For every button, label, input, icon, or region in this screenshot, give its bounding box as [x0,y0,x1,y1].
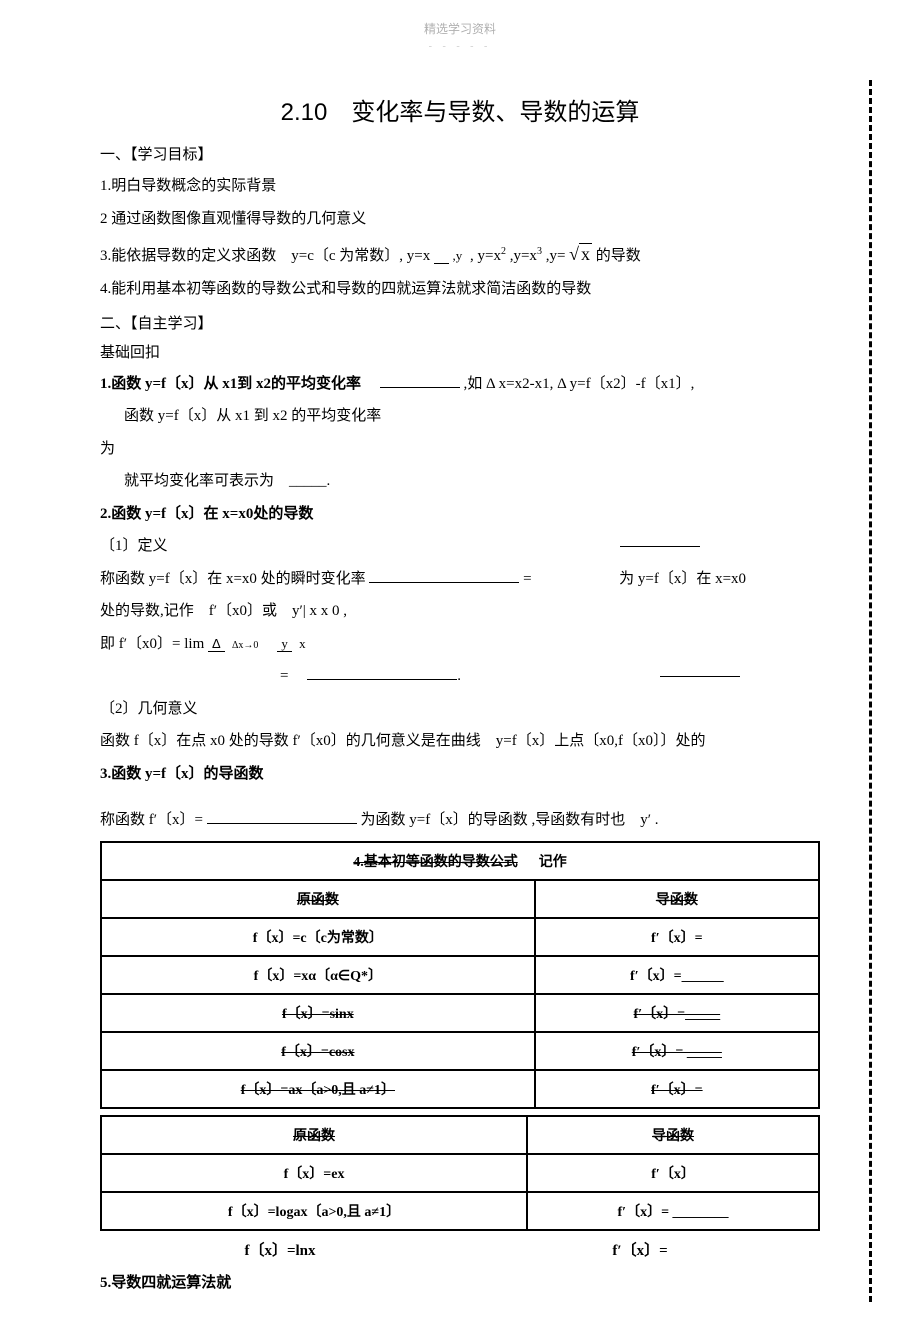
t2-r1c1: f〔x〕=ex [101,1154,527,1192]
t1-r2c1: f〔x〕=xα〔α∈Q*〕 [101,956,535,994]
blank-def-right [620,532,700,547]
t1-r3c1: f〔x〕=sinx [101,994,535,1032]
p2-h: = [280,668,303,684]
t1-r5c1: f〔x〕=ax〔a>0,且 a≠1〕 [101,1070,535,1108]
t2-r1c2: f′〔x〕 [527,1154,819,1192]
p3-note: 记作 [539,855,567,870]
p3-head: 3.函数 y=f〔x〕的导函数 [100,760,820,789]
t1-r5c2: f′〔x〕= [535,1070,819,1108]
p5-head: 5.导数四就运算法就 [100,1269,820,1298]
goal-3-e: 的导数 [596,248,641,264]
p2-a: 称函数 y=f〔x〕在 x=x0 处的瞬时变化率 [100,571,366,587]
th-deriv: 导函数 [535,880,819,918]
p2-b: = [523,571,531,587]
t2-r2c2: f′〔x〕= ________ [527,1192,819,1230]
table-note-row: 4.基本初等函数的导数公式 记作 [101,842,819,880]
t1-r4c2: f′〔x〕= _____ [535,1032,819,1070]
p4-head: 4.基本初等函数的导数公式 [353,855,518,870]
p2-d: 处的导数,记作 f′〔x0〕或 y′| x x 0 , [100,597,820,626]
table-row: f〔x〕=sinx f′〔x〕=_____ [101,994,819,1032]
derivative-table-2: 原函数 导函数 f〔x〕=ex f′〔x〕 f〔x〕=logax〔a>0,且 a… [100,1115,820,1231]
p2-geo: 〔2〕几何意义 [100,695,820,724]
p1-c: 函数 y=f〔x〕从 x1 到 x2 的平均变化率 [100,402,820,431]
sqrt-icon: √x [569,237,592,271]
derivative-table-1: 4.基本初等函数的导数公式 记作 原函数 导函数 f〔x〕=c〔c为常数〕 f′… [100,841,820,1109]
goal-3: 3.能依据导数的定义求函数 y=c〔c 为常数〕, y=x ,y , y=x2 … [100,237,820,271]
p2-h-line: = . [100,662,820,691]
t2-r3c1: f〔x〕=lnx [100,1237,460,1266]
p2-head: 2.函数 y=f〔x〕在 x=x0处的导数 [100,500,820,529]
t1-r3c2: f′〔x〕=_____ [535,994,819,1032]
p1-e: 就平均变化率可表示为 _____. [100,467,820,496]
table-row: f〔x〕=xα〔α∈Q*〕 f′〔x〕=______ [101,956,819,994]
th-original: 原函数 [101,880,535,918]
watermark-sub: - - - - - [100,41,820,52]
table-header-row: 原函数 导函数 [101,880,819,918]
t2-r3c2: f′〔x〕= [460,1237,820,1266]
p2-line-a: 称函数 y=f〔x〕在 x=x0 处的瞬时变化率 = 为 y=f〔x〕在 x=x… [100,565,820,594]
goal-1: 1.明白导数概念的实际背景 [100,172,820,201]
p1-b: ,如 Δ x=x2-x1, Δ y=f〔x2〕-f〔x1〕, [464,376,695,392]
blank-4 [207,809,357,824]
p3-a: 称函数 f′〔x〕= [100,812,203,828]
p2-c: 为 y=f〔x〕在 x=x0 [619,571,746,587]
p1-a: 1.函数 y=f〔x〕从 x1到 x2的平均变化率 [100,376,376,392]
t2-r2c1: f〔x〕=logax〔a>0,且 a≠1〕 [101,1192,527,1230]
goal-3-d: ,y= [546,248,566,264]
lim-frac: Δ Δx→0 [208,632,262,657]
exp-3: 3 [537,246,542,257]
p1-line-a: 1.函数 y=f〔x〕从 x1到 x2的平均变化率 ,如 Δ x=x2-x1, … [100,370,820,399]
p2-e: 即 f′〔x0〕= lim [100,636,204,652]
base-heading: 基础回扣 [100,341,820,362]
p3-b: 为函数 y=f〔x〕的导函数 ,导函数有时也 y′ . [361,812,659,828]
t1-r1c1: f〔x〕=c〔c为常数〕 [101,918,535,956]
dy-dx-frac: y x [277,632,309,657]
blank-3r [660,662,740,677]
goals-heading: 一、【学习目标】 [100,143,820,164]
self-study-heading: 二、【自主学习】 [100,312,820,333]
blank-3 [307,665,457,680]
t1-r1c2: f′〔x〕= [535,918,819,956]
table-row: f〔x〕=logax〔a>0,且 a≠1〕 f′〔x〕= ________ [101,1192,819,1230]
table-header-row: 原函数 导函数 [101,1116,819,1154]
p2-def-label: 〔1〕定义 [100,538,168,554]
p2-def: 〔1〕定义 [100,532,820,561]
p1-d: 为 [100,435,820,464]
t2-r3: f〔x〕=lnx f′〔x〕= [100,1237,820,1266]
watermark-top: 精选学习资料 [100,20,820,37]
p2-lim-line: 即 f′〔x0〕= lim Δ Δx→0 y x [100,630,820,659]
table-row: f〔x〕=ex f′〔x〕 [101,1154,819,1192]
table-row: f〔x〕=ax〔a>0,且 a≠1〕 f′〔x〕= [101,1070,819,1108]
goal-3-b: , y=x [470,248,501,264]
p3-line: 称函数 f′〔x〕= 为函数 y=f〔x〕的导函数 ,导函数有时也 y′ . [100,806,820,835]
t1-r2c2: f′〔x〕=______ [535,956,819,994]
table-row: f〔x〕=cosx f′〔x〕= _____ [101,1032,819,1070]
blank-1 [380,373,460,388]
goal-4: 4.能利用基本初等函数的导数公式和导数的四就运算法就求简洁函数的导数 [100,275,820,304]
th-original-2: 原函数 [101,1116,527,1154]
table-row: f〔x〕=c〔c为常数〕 f′〔x〕= [101,918,819,956]
p2-geo-a: 函数 f〔x〕在点 x0 处的导数 f′〔x0〕的几何意义是在曲线 y=f〔x〕… [100,727,820,756]
page-title: 2.10 变化率与导数、导数的运算 [100,92,820,127]
right-margin-dashes [869,80,872,1302]
t1-r4c1: f〔x〕=cosx [101,1032,535,1070]
th-deriv-2: 导函数 [527,1116,819,1154]
goal-3-a: 3.能依据导数的定义求函数 y=c〔c 为常数〕, y=x [100,248,430,264]
goal-2: 2 通过函数图像直观懂得导数的几何意义 [100,205,820,234]
blank-2 [369,568,519,583]
frac-placeholder: ,y [434,244,466,269]
exp-2: 2 [501,246,506,257]
goal-3-c: ,y=x [510,248,537,264]
